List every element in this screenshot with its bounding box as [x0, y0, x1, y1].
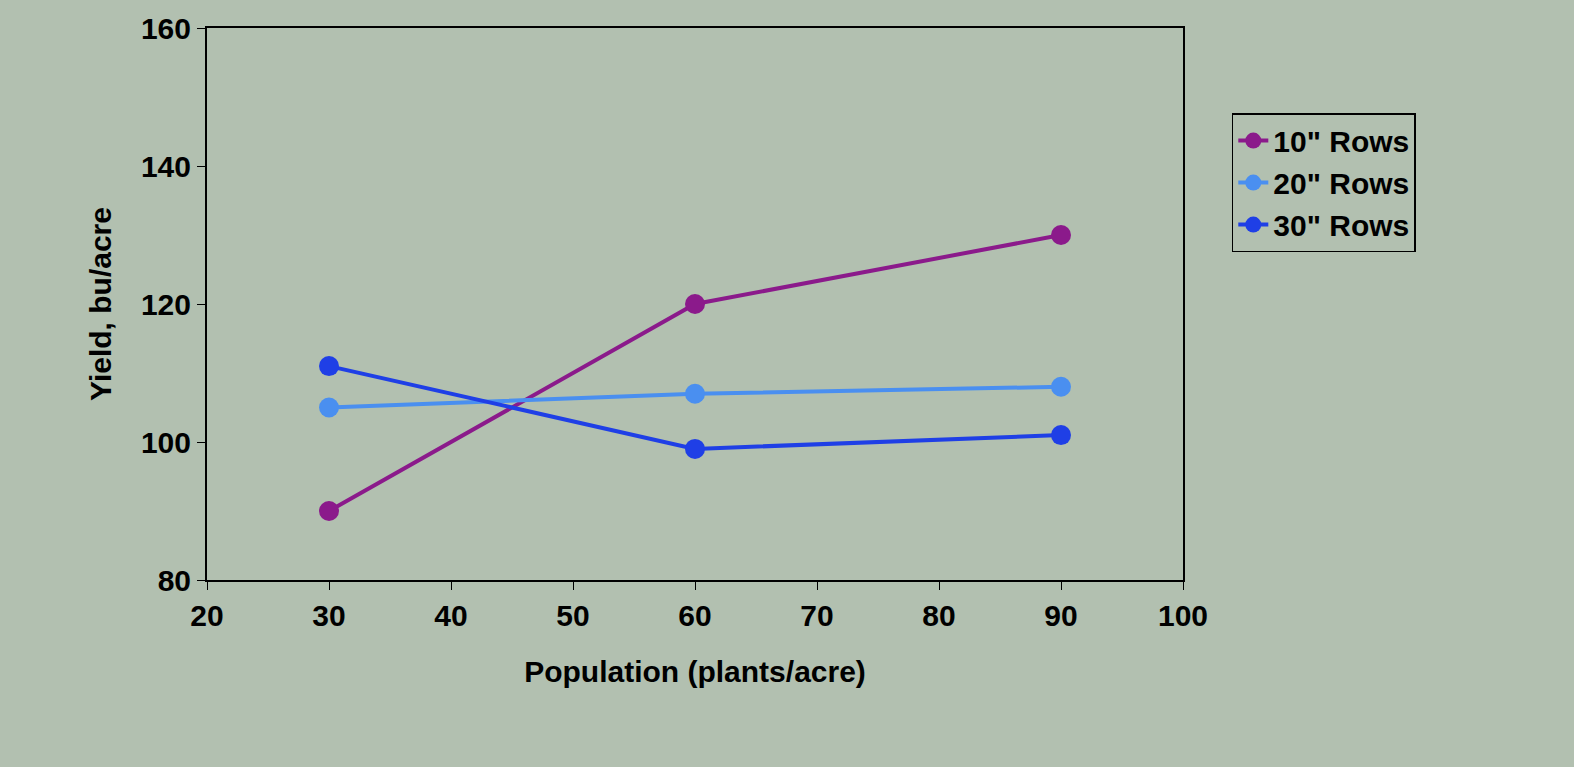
svg-text:70: 70	[800, 599, 833, 632]
svg-text:40: 40	[434, 599, 467, 632]
svg-text:160: 160	[141, 12, 191, 45]
svg-text:60: 60	[678, 599, 711, 632]
svg-text:100: 100	[1158, 599, 1208, 632]
svg-text:90: 90	[1044, 599, 1077, 632]
svg-text:100: 100	[141, 426, 191, 459]
svg-text:140: 140	[141, 150, 191, 183]
svg-text:20: 20	[190, 599, 223, 632]
svg-text:Yield, bu/acre: Yield, bu/acre	[84, 207, 117, 401]
svg-text:80: 80	[922, 599, 955, 632]
svg-text:50: 50	[556, 599, 589, 632]
svg-text:30: 30	[312, 599, 345, 632]
svg-text:20" Rows: 20" Rows	[1273, 167, 1409, 200]
svg-text:30" Rows: 30" Rows	[1273, 209, 1409, 242]
svg-text:10" Rows: 10" Rows	[1273, 125, 1409, 158]
svg-text:120: 120	[141, 288, 191, 321]
svg-text:Population (plants/acre): Population (plants/acre)	[524, 655, 866, 688]
svg-text:80: 80	[158, 564, 191, 597]
